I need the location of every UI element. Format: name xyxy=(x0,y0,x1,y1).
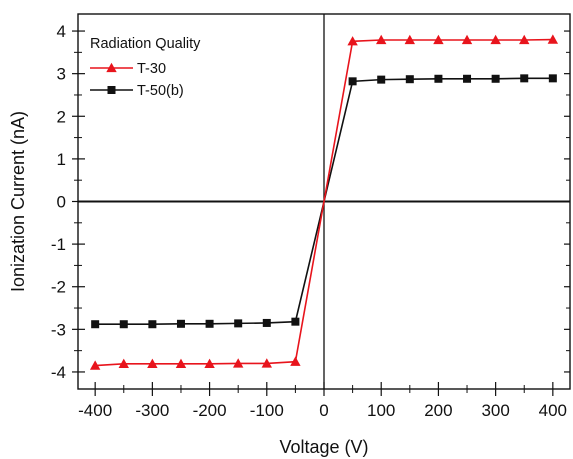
legend-item: T-50(b) xyxy=(90,83,184,99)
data-point xyxy=(291,317,300,326)
y-tick-label: -4 xyxy=(51,363,66,382)
x-tick-label: 0 xyxy=(319,401,328,420)
x-tick-label: -300 xyxy=(135,401,169,420)
legend-label: T-30 xyxy=(137,61,166,77)
data-point xyxy=(461,34,473,45)
y-tick-label: 1 xyxy=(57,150,66,169)
data-point xyxy=(463,74,472,83)
legend-label: T-50(b) xyxy=(137,83,184,99)
legend-title: Radiation Quality xyxy=(90,36,201,52)
data-point xyxy=(519,34,530,45)
legend-item: T-30 xyxy=(90,61,166,77)
data-point xyxy=(89,360,101,370)
x-tick-label: 300 xyxy=(481,401,509,420)
x-tick-label: -100 xyxy=(250,401,284,420)
y-axis-label: Ionization Current (nA) xyxy=(8,111,28,292)
data-point xyxy=(405,75,414,84)
x-axis-label: Voltage (V) xyxy=(279,437,368,457)
data-point xyxy=(234,319,243,328)
data-point xyxy=(490,34,501,45)
x-tick-label: -400 xyxy=(78,401,112,420)
x-tick-label: 100 xyxy=(367,401,395,420)
y-tick-label: 2 xyxy=(57,107,66,126)
data-point xyxy=(548,74,557,83)
legend: Radiation Quality T-30 T-50(b) xyxy=(90,36,201,99)
data-point xyxy=(377,75,386,84)
y-tick-label: -2 xyxy=(51,278,66,297)
data-point xyxy=(520,74,529,83)
legend-marker xyxy=(107,86,116,94)
data-point xyxy=(119,320,128,329)
data-point xyxy=(205,319,214,328)
data-point xyxy=(404,34,416,45)
data-point xyxy=(91,320,100,329)
data-point xyxy=(348,77,357,86)
data-point xyxy=(204,358,215,369)
data-point xyxy=(118,358,129,369)
data-point xyxy=(376,34,387,45)
y-tick-label: -1 xyxy=(51,235,66,254)
data-point xyxy=(147,358,158,369)
y-tick-label: 0 xyxy=(57,193,66,212)
data-point xyxy=(491,74,500,83)
series-line xyxy=(95,38,553,367)
data-point xyxy=(547,34,559,44)
x-tick-label: 200 xyxy=(424,401,452,420)
data-point xyxy=(290,356,301,366)
data-point xyxy=(148,320,157,329)
legend-marker xyxy=(106,62,117,73)
data-point xyxy=(262,318,271,327)
x-tick-label: -200 xyxy=(193,401,227,420)
series-t-30 xyxy=(89,34,559,370)
y-tick-label: -3 xyxy=(51,320,66,339)
x-tick-label: 400 xyxy=(539,401,567,420)
series-layer xyxy=(89,34,559,370)
data-point xyxy=(175,358,187,369)
data-point xyxy=(232,358,244,368)
data-point xyxy=(347,36,358,46)
y-tick-label: 3 xyxy=(57,65,66,84)
data-point xyxy=(433,34,444,45)
data-point xyxy=(176,319,185,328)
data-point xyxy=(434,74,443,83)
data-point xyxy=(261,358,272,368)
y-tick-label: 4 xyxy=(57,22,66,41)
